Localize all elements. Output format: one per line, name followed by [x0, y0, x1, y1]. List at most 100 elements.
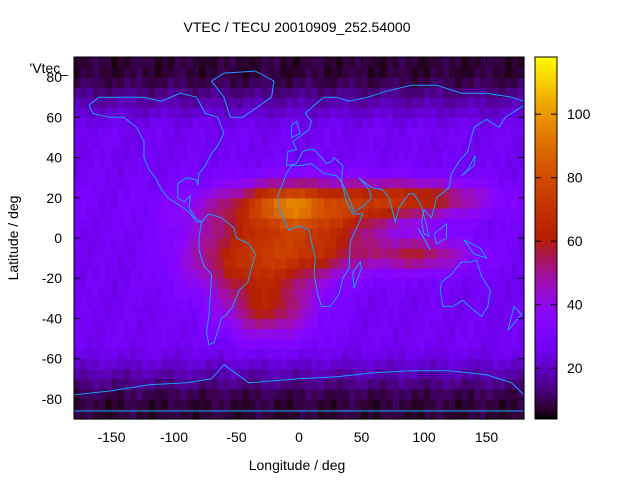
heatmap-cell [367, 97, 375, 108]
heatmap-cell [142, 248, 150, 259]
heatmap-cell [467, 288, 475, 299]
heatmap-cell [230, 378, 238, 390]
heatmap-cell [336, 248, 344, 259]
heatmap-cell [436, 147, 444, 159]
heatmap-cell [324, 408, 331, 420]
heatmap-cell [461, 408, 469, 420]
heatmap-cell [111, 338, 119, 350]
heatmap-cell [142, 127, 150, 139]
heatmap-cell [449, 177, 456, 189]
heatmap-cell [436, 67, 444, 78]
heatmap-cell [349, 328, 356, 340]
heatmap-cell [486, 358, 494, 370]
heatmap-cell [99, 248, 106, 259]
heatmap-cell [474, 157, 481, 169]
heatmap-cell [374, 308, 381, 320]
heatmap-cell [411, 57, 419, 68]
heatmap-cell [174, 77, 181, 88]
heatmap-cell [92, 268, 100, 279]
heatmap-cell [267, 268, 275, 279]
heatmap-cell [505, 358, 513, 370]
heatmap-cell [86, 187, 94, 199]
heatmap-cell [211, 378, 219, 390]
heatmap-cell [211, 147, 219, 159]
heatmap-cell [192, 278, 200, 289]
heatmap-cell [511, 378, 519, 390]
heatmap-cell [180, 127, 188, 139]
heatmap-cell [374, 268, 381, 279]
coastline [198, 213, 256, 346]
heatmap-cell [486, 278, 494, 289]
heatmap-cell [311, 248, 319, 259]
heatmap-cell [186, 77, 194, 88]
heatmap-cell [492, 318, 500, 330]
heatmap-cell [292, 67, 300, 78]
heatmap-cell [405, 147, 413, 159]
heatmap-cell [124, 147, 131, 159]
heatmap-cell [455, 227, 463, 239]
heatmap-cell [136, 248, 144, 259]
heatmap-cell [317, 388, 325, 400]
heatmap-cell [99, 187, 106, 199]
heatmap-cell [224, 258, 231, 269]
heatmap-cell [474, 318, 481, 330]
heatmap-cell [180, 318, 188, 330]
heatmap-cell [467, 97, 475, 108]
heatmap-cell [430, 67, 438, 78]
heatmap-cell [280, 167, 288, 179]
heatmap-cell [86, 57, 94, 68]
heatmap-cell [105, 388, 113, 400]
heatmap-cell [517, 318, 525, 330]
heatmap-cell [186, 157, 194, 169]
heatmap-cell [299, 328, 306, 340]
heatmap-cell [136, 117, 144, 128]
heatmap-cell [111, 77, 119, 88]
heatmap-cell [142, 238, 150, 249]
heatmap-cell [299, 187, 306, 199]
heatmap-cell [261, 147, 269, 159]
heatmap-cell [111, 227, 119, 239]
heatmap-cell [424, 398, 431, 410]
heatmap-cell [380, 77, 388, 88]
heatmap-cell [111, 87, 119, 98]
heatmap-cell [117, 207, 125, 219]
heatmap-cell [299, 358, 306, 370]
heatmap-cell [449, 57, 456, 68]
heatmap-cell [480, 388, 488, 400]
heatmap-cell [430, 328, 438, 340]
heatmap-cell [255, 308, 263, 320]
heatmap-cell [211, 388, 219, 400]
y-tick-label: 0 [54, 230, 62, 246]
heatmap-cell [342, 87, 350, 98]
heatmap-cell [492, 278, 500, 289]
heatmap-cell [192, 187, 200, 199]
heatmap-cell [280, 147, 288, 159]
heatmap-cell [186, 408, 194, 420]
heatmap-cell [311, 398, 319, 410]
heatmap-cell [317, 368, 325, 380]
heatmap-cell [292, 258, 300, 269]
heatmap-cell [99, 268, 106, 279]
heatmap-cell [436, 398, 444, 410]
heatmap-cell [486, 57, 494, 68]
heatmap-cell [436, 408, 444, 420]
heatmap-cell [299, 157, 306, 169]
heatmap-cell [92, 57, 100, 68]
heatmap-cell [74, 87, 81, 98]
heatmap-cell [267, 207, 275, 219]
heatmap-cell [380, 238, 388, 249]
heatmap-cell [511, 187, 519, 199]
heatmap-cell [461, 348, 469, 360]
heatmap-cell [205, 408, 213, 420]
heatmap-cell [361, 67, 369, 78]
heatmap-cell [511, 258, 519, 269]
heatmap-cell [280, 197, 288, 209]
heatmap-cell [342, 328, 350, 340]
heatmap-cell [105, 137, 113, 149]
heatmap-cell [336, 278, 344, 289]
heatmap-cell [361, 147, 369, 159]
heatmap-cell [105, 328, 113, 340]
heatmap-cell [336, 147, 344, 159]
heatmap-cell [480, 207, 488, 219]
heatmap-cell [380, 177, 388, 189]
